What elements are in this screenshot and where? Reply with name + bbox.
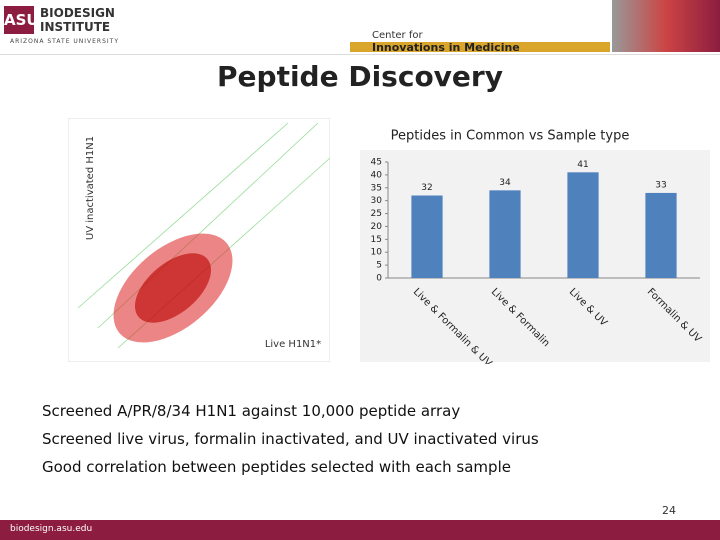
value-label: 32 bbox=[421, 183, 432, 193]
y-tick-label: 35 bbox=[371, 183, 382, 193]
y-tick-label: 5 bbox=[376, 261, 382, 271]
logo-line: INSTITUTE bbox=[40, 20, 111, 34]
footer-bar bbox=[0, 520, 720, 540]
logo-line: BIODESIGN bbox=[40, 6, 115, 20]
chart-title: Peptides in Common vs Sample type bbox=[391, 129, 630, 144]
bullet-list: Screened A/PR/8/34 H1N1 against 10,000 p… bbox=[42, 402, 539, 486]
footer-url: biodesign.asu.edu bbox=[10, 524, 93, 534]
bar bbox=[411, 195, 443, 278]
bullet: Screened live virus, formalin inactivate… bbox=[42, 430, 539, 448]
y-tick-label: 25 bbox=[371, 209, 382, 219]
university: ARIZONA STATE UNIVERSITY bbox=[10, 38, 120, 45]
gold-bar bbox=[350, 42, 610, 52]
value-label: 41 bbox=[577, 160, 588, 170]
center-line: Innovations in Medicine bbox=[372, 41, 520, 54]
y-tick-label: 10 bbox=[371, 248, 383, 258]
y-tick-label: 30 bbox=[371, 196, 383, 206]
value-label: 34 bbox=[499, 178, 511, 188]
bar bbox=[489, 190, 521, 278]
bullet: Screened A/PR/8/34 H1N1 against 10,000 p… bbox=[42, 402, 461, 420]
y-tick-label: 20 bbox=[371, 222, 383, 232]
scatter-y-label: UV inactivated H1N1 bbox=[85, 136, 96, 240]
y-tick-label: 15 bbox=[371, 235, 382, 245]
center-line: Center for bbox=[372, 30, 423, 41]
page-number: 24 bbox=[662, 504, 676, 517]
header-photos bbox=[612, 0, 720, 52]
scatter-image: UV inactivated H1N1 Live H1N1* bbox=[68, 118, 330, 362]
y-tick-label: 0 bbox=[376, 274, 382, 284]
logo-mark: ASU bbox=[4, 6, 39, 34]
bar bbox=[645, 192, 677, 278]
slide-title: Peptide Discovery bbox=[217, 60, 503, 93]
bullet: Good correlation between peptides select… bbox=[42, 458, 511, 476]
y-tick-label: 40 bbox=[371, 170, 383, 180]
value-label: 33 bbox=[655, 180, 666, 190]
scatter-x-label: Live H1N1* bbox=[265, 339, 321, 350]
y-tick-label: 45 bbox=[371, 158, 382, 168]
bar-chart: Peptides in Common vs Sample type 0 5 10 15… bbox=[360, 129, 710, 364]
bar bbox=[567, 172, 599, 278]
header-rule bbox=[0, 54, 720, 55]
